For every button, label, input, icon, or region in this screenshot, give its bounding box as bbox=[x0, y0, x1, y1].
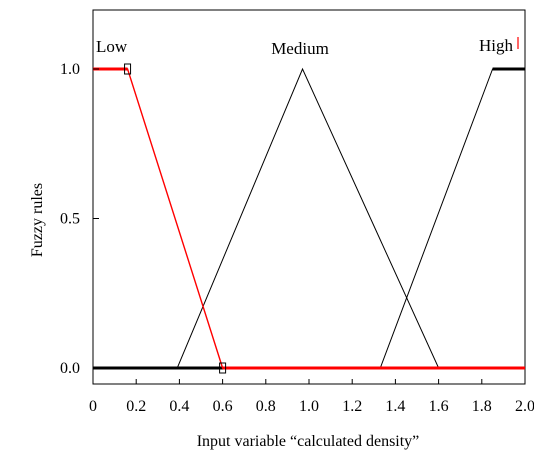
series-label-low: Low bbox=[96, 37, 128, 56]
series-low-handle[interactable] bbox=[124, 63, 132, 75]
ticks-layer: 0 0.2 0.4 0.6 0.8 1.0 1.2 1.4 1.6 1.8 2.0 0.0 0.5 1.0 bbox=[60, 61, 534, 415]
series-label-high: High bbox=[479, 36, 514, 55]
x-tick-label: 0.6 bbox=[213, 398, 233, 415]
y-tick-label: 1.0 bbox=[60, 61, 80, 78]
series-low-line bbox=[93, 68, 525, 369]
x-tick-label: 1.8 bbox=[472, 398, 492, 415]
x-tick-label: 0 bbox=[89, 398, 97, 415]
mf-label-layer: Low Medium High bbox=[96, 36, 519, 58]
series-low-handle[interactable] bbox=[219, 362, 227, 374]
series-label-medium: Medium bbox=[271, 39, 329, 58]
x-tick-label: 1.0 bbox=[299, 398, 319, 415]
plot-frame bbox=[92, 9, 526, 385]
x-tick-label: 0.4 bbox=[169, 398, 189, 415]
x-tick-label: 1.2 bbox=[342, 398, 362, 415]
x-tick-label: 0.2 bbox=[126, 398, 146, 415]
x-tick-label: 1.6 bbox=[429, 398, 449, 415]
series-layer bbox=[93, 63, 525, 374]
x-axis-label: Input variable “calculated density” bbox=[197, 433, 420, 450]
series-high-line bbox=[93, 68, 525, 369]
y-axis-label: Fuzzy rules bbox=[29, 183, 46, 257]
x-tick-label: 0.8 bbox=[256, 398, 276, 415]
series-medium-line bbox=[93, 67, 525, 369]
x-tick-label: 1.4 bbox=[385, 398, 405, 415]
y-tick-label: 0.5 bbox=[60, 211, 80, 228]
y-tick-label: 0.0 bbox=[60, 360, 80, 377]
x-tick-label: 2.0 bbox=[515, 398, 534, 415]
